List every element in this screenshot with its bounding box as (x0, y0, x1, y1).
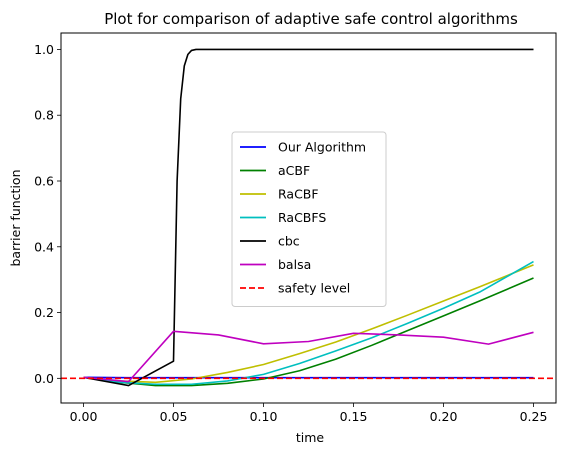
y-axis-label: barrier function (8, 170, 23, 267)
y-tick-label: 0.2 (34, 305, 54, 320)
chart-title: Plot for comparison of adaptive safe con… (104, 10, 518, 28)
y-tick-label: 0.0 (34, 371, 54, 386)
series-line-cbc (83, 48, 534, 387)
x-tick-label: 0.15 (340, 409, 368, 424)
series-line-racbf (83, 264, 534, 384)
x-tick-label: 0.25 (520, 409, 548, 424)
x-tick-label: 0.20 (430, 409, 458, 424)
legend: Our Algorithm aCBF RaCBF RaCBFS cbc balsa safe… (231, 131, 387, 307)
x-axis-label: time (296, 430, 325, 445)
legend-label: balsa (278, 257, 311, 272)
series-line-acbf (83, 277, 534, 387)
x-tick-label: 0.05 (160, 409, 188, 424)
legend-label: RaCBFS (278, 210, 326, 225)
y-tick-label: 0.4 (34, 239, 54, 254)
y-tick-label: 1.0 (34, 42, 54, 57)
legend-label: RaCBF (278, 187, 319, 202)
legend-label: cbc (278, 234, 300, 249)
x-tick-label: 0.10 (250, 409, 278, 424)
legend-label: safety level (278, 281, 350, 296)
x-tick-label: 0.00 (70, 409, 98, 424)
plot-frame (60, 32, 557, 404)
y-tick-label: 0.6 (34, 174, 54, 189)
series-line-balsa (83, 330, 534, 383)
legend-box (231, 131, 387, 307)
legend-label: aCBF (278, 163, 310, 178)
y-tick-label: 0.8 (34, 108, 54, 123)
series-line-racbfs (83, 260, 534, 386)
legend-label: Our Algorithm (278, 140, 366, 155)
